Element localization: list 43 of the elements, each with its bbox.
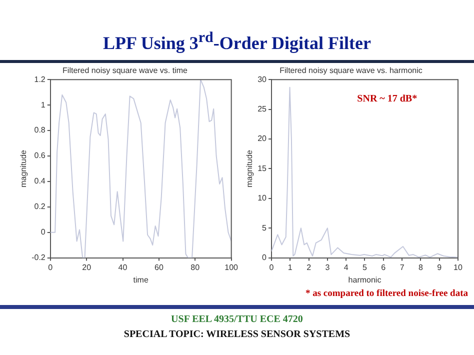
x-tick-label: 7 <box>400 262 405 272</box>
y-tick-label: 10 <box>258 194 268 203</box>
chart-title: Filtered noisy square wave vs. time <box>62 66 188 76</box>
text: SPECIAL TOPIC: WIRELESS SENSOR SYSTEMS <box>122 329 352 340</box>
x-tick-label: 1 <box>288 262 293 272</box>
y-tick-label: 0.4 <box>34 176 46 186</box>
annotation: SNR ~ 17 dB* <box>357 94 418 105</box>
y-tick-label: 0 <box>40 228 46 237</box>
x-tick-label: 2 <box>306 262 312 272</box>
x-tick-label: 20 <box>82 262 92 272</box>
x-tick-label: 100 <box>224 262 239 272</box>
x-tick-label: 3 <box>325 262 330 272</box>
x-tick-label: 0 <box>48 262 54 272</box>
chart-title: Filtered noisy square wave vs. harmonic <box>280 66 422 76</box>
y-tick-label: 20 <box>258 134 268 144</box>
x-axis-title: harmonic <box>348 275 382 284</box>
y-axis-title: magnitude <box>19 149 28 188</box>
y-tick-label: 15 <box>258 164 268 173</box>
x-tick-label: 4 <box>344 262 349 272</box>
x-tick-label: 9 <box>437 262 442 272</box>
y-tick-label: 0.6 <box>34 151 46 160</box>
y-tick-label: 0.2 <box>34 202 46 212</box>
text: * as compared to filtered noise-free data <box>305 289 468 299</box>
text: LPF Using 3$^{rd}$-Order Digital Filter <box>102 30 372 54</box>
x-tick-label: 0 <box>269 262 274 272</box>
x-tick-label: 5 <box>362 262 368 272</box>
y-tick-label: 30 <box>258 74 268 84</box>
y-tick-label: 1 <box>40 100 46 110</box>
x-axis-title: time <box>133 275 149 284</box>
y-tick-label: 0.8 <box>34 126 46 135</box>
text: USF EEL 4935/TTU ECE 4720 <box>170 314 304 325</box>
x-tick-label: 80 <box>190 262 200 272</box>
y-tick-label: 0 <box>262 253 268 262</box>
x-tick-label: 10 <box>454 262 463 272</box>
y-tick-label: 1.2 <box>34 74 46 84</box>
x-tick-label: 60 <box>154 262 164 272</box>
y-axis-title: magnitude <box>245 149 254 188</box>
x-tick-label: 6 <box>381 262 386 272</box>
y-tick-label: 5 <box>262 223 268 232</box>
y-tick-label: -0.2 <box>32 253 46 262</box>
x-tick-label: 40 <box>118 262 128 272</box>
y-tick-label: 25 <box>258 104 268 114</box>
x-tick-label: 8 <box>418 262 424 272</box>
